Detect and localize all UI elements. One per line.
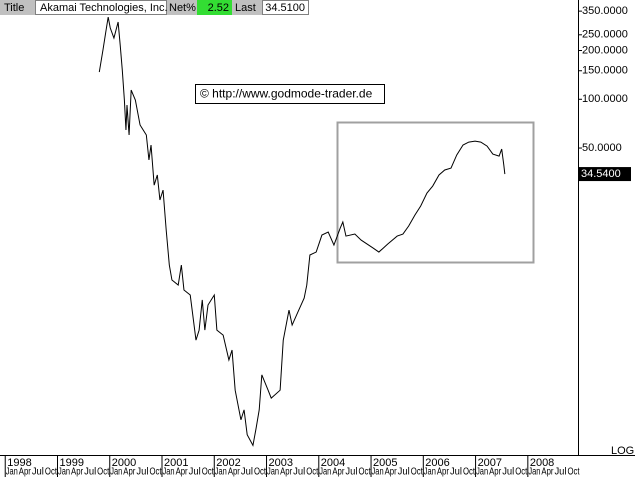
quarter-tick-label: Apr <box>280 467 293 477</box>
quarter-tick-label: Oct <box>411 467 423 477</box>
quarter-tick-label: Apr <box>228 467 241 477</box>
quarter-tick-label: Oct <box>97 467 109 477</box>
quarter-tick-label: Oct <box>45 467 57 477</box>
y-tick-label: 200.0000 <box>582 44 628 56</box>
header-label: Title <box>4 2 24 14</box>
header-label: Last <box>235 2 256 14</box>
quarter-tick-label: Jul <box>136 467 148 477</box>
x-tick-label: 2001 <box>164 457 188 469</box>
quarter-tick-label: Apr <box>176 467 189 477</box>
last-price-marker <box>579 167 631 182</box>
quarter-tick-label: Jul <box>84 467 96 477</box>
quarter-tick-label: Apr <box>437 467 450 477</box>
header-cell <box>197 0 232 15</box>
quarter-tick-label: Oct <box>568 467 580 477</box>
quarter-tick-label: Jan <box>110 467 122 477</box>
y-tick-label: 100.0000 <box>582 93 628 105</box>
quarter-tick-label: Jul <box>398 467 410 477</box>
scale-label: LOG <box>611 445 634 457</box>
y-tick-label: 50.0000 <box>582 142 622 154</box>
quarter-tick-label: Apr <box>71 467 84 477</box>
quarter-tick-label: Jul <box>32 467 44 477</box>
quarter-tick-label: Jul <box>345 467 357 477</box>
y-tick-label: 250.0000 <box>582 29 628 41</box>
quarter-tick-label: Apr <box>489 467 502 477</box>
header-bar: Title Akamai Technologies, Inc. Net% 2.5… <box>0 0 309 15</box>
quarter-tick-label: Oct <box>515 467 527 477</box>
quarter-tick-label: Jul <box>241 467 253 477</box>
header-cell <box>167 0 197 15</box>
quarter-tick-label: Jul <box>189 467 201 477</box>
quarter-tick-label: Jan <box>372 467 384 477</box>
quarter-tick-label: Apr <box>385 467 398 477</box>
quarter-tick-label: Oct <box>254 467 266 477</box>
x-tick-label: 2003 <box>269 457 293 469</box>
quarter-tick-label: Jan <box>6 467 18 477</box>
x-tick-label: 2006 <box>425 457 449 469</box>
header-value: 34.5100 <box>265 2 305 14</box>
quarter-tick-label: Jan <box>163 467 175 477</box>
quarter-tick-label: Apr <box>19 467 32 477</box>
x-tick-label: 2004 <box>321 457 345 469</box>
quarter-tick-label: Jul <box>502 467 514 477</box>
header-name: Akamai Technologies, Inc. <box>40 2 168 14</box>
quarter-tick-label: Oct <box>149 467 161 477</box>
x-tick-label: 2007 <box>478 457 502 469</box>
price-line <box>98 16 506 447</box>
x-tick-label: 1999 <box>59 457 83 469</box>
last-price-label: 34.5400 <box>581 168 621 180</box>
quarter-tick-label: Jan <box>424 467 436 477</box>
y-tick-label: 350.0000 <box>582 5 628 17</box>
watermark: © http://www.godmode-trader.de <box>200 87 373 101</box>
quarter-tick-label: Jan <box>58 467 70 477</box>
header-cell <box>232 0 262 15</box>
quarter-tick-label: Jan <box>215 467 227 477</box>
header-label: Net% <box>169 2 196 14</box>
x-tick-label: 2002 <box>216 457 240 469</box>
y-tick-label: 150.0000 <box>582 65 628 77</box>
quarter-tick-label: Oct <box>202 467 214 477</box>
quarter-tick-label: Apr <box>123 467 136 477</box>
highlight-box <box>336 121 535 264</box>
quarter-tick-label: Jul <box>554 467 566 477</box>
x-tick-label: 2008 <box>530 457 554 469</box>
header-value: 2.52 <box>208 2 229 14</box>
quarter-tick-label: Oct <box>358 467 370 477</box>
quarter-tick-label: Jan <box>267 467 279 477</box>
quarter-tick-label: Jul <box>450 467 462 477</box>
x-tick-label: 2005 <box>373 457 397 469</box>
header-cell <box>0 0 35 15</box>
quarter-tick-label: Apr <box>541 467 554 477</box>
x-tick-label: 2000 <box>112 457 136 469</box>
quarter-tick-label: Oct <box>463 467 475 477</box>
quarter-tick-label: Jul <box>293 467 305 477</box>
header-cell <box>262 0 309 15</box>
quarter-tick-label: Apr <box>332 467 345 477</box>
quarter-tick-label: Jan <box>319 467 331 477</box>
quarter-tick-label: Oct <box>306 467 318 477</box>
x-tick-label: 1998 <box>7 457 31 469</box>
watermark-box <box>195 84 385 104</box>
quarter-tick-label: Jan <box>476 467 488 477</box>
header-cell <box>35 0 167 15</box>
quarter-tick-label: Jan <box>528 467 540 477</box>
